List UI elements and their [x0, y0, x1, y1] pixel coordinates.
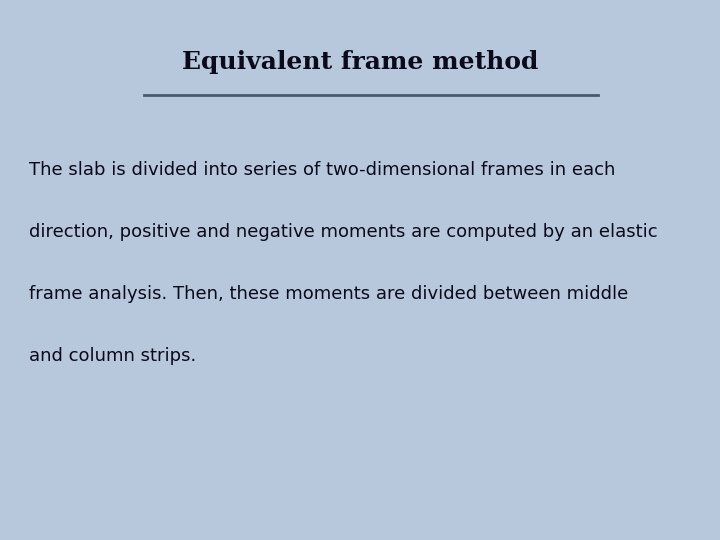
Text: and column strips.: and column strips. [29, 347, 196, 366]
Text: Equivalent frame method: Equivalent frame method [182, 50, 538, 74]
Text: The slab is divided into series of two-dimensional frames in each: The slab is divided into series of two-d… [29, 161, 615, 179]
Text: direction, positive and negative moments are computed by an elastic: direction, positive and negative moments… [29, 223, 657, 241]
Text: frame analysis. Then, these moments are divided between middle: frame analysis. Then, these moments are … [29, 285, 628, 303]
